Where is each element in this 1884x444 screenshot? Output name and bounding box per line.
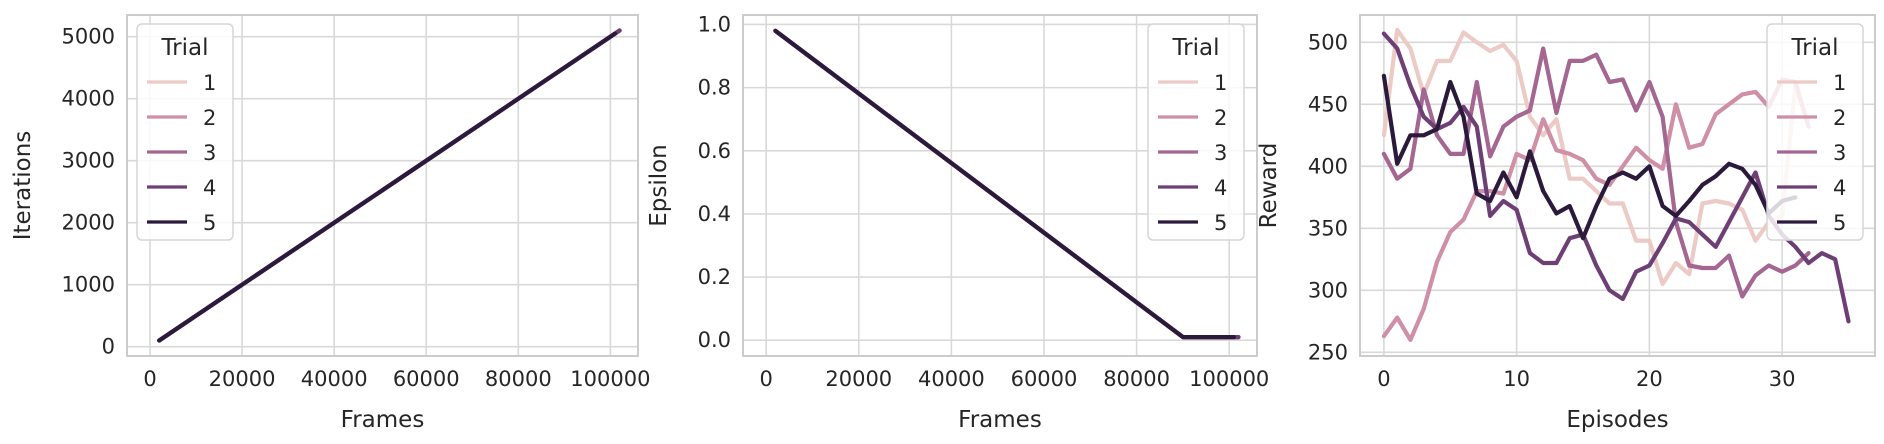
x-tick-label: 20000 [825,367,892,391]
plot-frame [742,14,1258,357]
x-tick-label: 60000 [1011,367,1078,391]
legend-label-trial-2: 2 [203,106,216,130]
y-tick-label: 500 [1308,30,1348,54]
legend-title: Trial [1791,35,1839,61]
legend-label-trial-5: 5 [1833,211,1846,235]
plot-frame [1359,14,1876,357]
x-tick-label: 40000 [918,367,985,391]
x-tick-label: 20000 [209,367,276,391]
x-tick-label: 100000 [1189,367,1269,391]
y-tick-label: 0 [102,335,115,359]
y-tick-label: 0.8 [698,76,731,100]
legend-label-trial-5: 5 [1214,211,1227,235]
y-axis-label: Reward [1256,143,1282,229]
x-tick-label: 0 [759,367,772,391]
y-tick-label: 2000 [62,211,115,235]
x-tick-label: 100000 [570,367,650,391]
y-tick-label: 0.2 [698,265,731,289]
chart-panel-1: 0 20000 40000 60000 80000 100000 0 1000 2000 3000… [10,14,650,433]
x-tick-label: 80000 [1103,367,1170,391]
x-tick-label: 0 [1377,367,1390,391]
y-tick-label: 450 [1308,92,1348,116]
legend-label-trial-1: 1 [1833,71,1846,95]
legend-label-trial-4: 4 [1214,176,1227,200]
x-tick-label: 60000 [393,367,460,391]
series-line-trial-1 [1381,27,1811,287]
legend-title: Trial [161,35,209,61]
y-tick-label: 5000 [62,25,115,49]
x-axis-label: Frames [958,407,1042,433]
legend-label-trial-1: 1 [203,71,216,95]
x-tick-label: 80000 [485,367,552,391]
x-tick-label: 0 [143,367,156,391]
series-line-trial-5 [157,31,618,343]
x-tick-label: 30 [1769,367,1796,391]
legend-label-trial-1: 1 [1214,71,1227,95]
x-tick-label: 20 [1636,367,1663,391]
legend-label-trial-5: 5 [203,211,216,235]
legend: Trial 1 2 3 4 5 [1147,23,1245,241]
y-tick-label: 350 [1308,216,1348,240]
x-axis-label: Episodes [1566,407,1668,433]
series-line-trial-5 [773,28,1236,340]
series-line-trial-2 [1381,77,1811,342]
series-line-trial-3 [1381,46,1811,299]
y-tick-label: 300 [1308,278,1348,302]
legend-label-trial-3: 3 [1833,141,1846,165]
series-line-trial-5 [1381,73,1798,241]
plot-frame [126,14,639,357]
x-tick-label: 10 [1503,367,1530,391]
y-tick-label: 0.0 [698,328,731,352]
legend-label-trial-2: 2 [1214,106,1227,130]
legend: Trial 1 2 3 4 5 [1766,23,1864,241]
y-axis-label: Iterations [10,131,36,241]
y-tick-label: 3000 [62,149,115,173]
y-tick-label: 1000 [62,273,115,297]
legend-label-trial-2: 2 [1833,106,1846,130]
y-axis-label: Epsilon [646,144,672,227]
chart-panel-2: 0 20000 40000 60000 80000 100000 0.0 0.2 0.4 0.6 0… [646,12,1269,433]
y-tick-label: 400 [1308,154,1348,178]
legend-label-trial-3: 3 [1214,141,1227,165]
y-tick-label: 0.6 [698,139,731,163]
y-tick-label: 4000 [62,87,115,111]
y-tick-label: 0.4 [698,202,731,226]
legend-label-trial-3: 3 [203,141,216,165]
x-tick-label: 40000 [301,367,368,391]
y-tick-label: 250 [1308,340,1348,364]
legend-label-trial-4: 4 [203,176,216,200]
x-axis-label: Frames [341,407,425,433]
legend: Trial 1 2 3 4 5 [136,23,234,241]
legend-label-trial-4: 4 [1833,176,1846,200]
chart-panel-3: 0 10 20 30 250 300 350 400 450 500 Episodes Reward T… [1256,14,1876,433]
legend-title: Trial [1172,35,1220,61]
y-tick-label: 1.0 [698,12,731,36]
